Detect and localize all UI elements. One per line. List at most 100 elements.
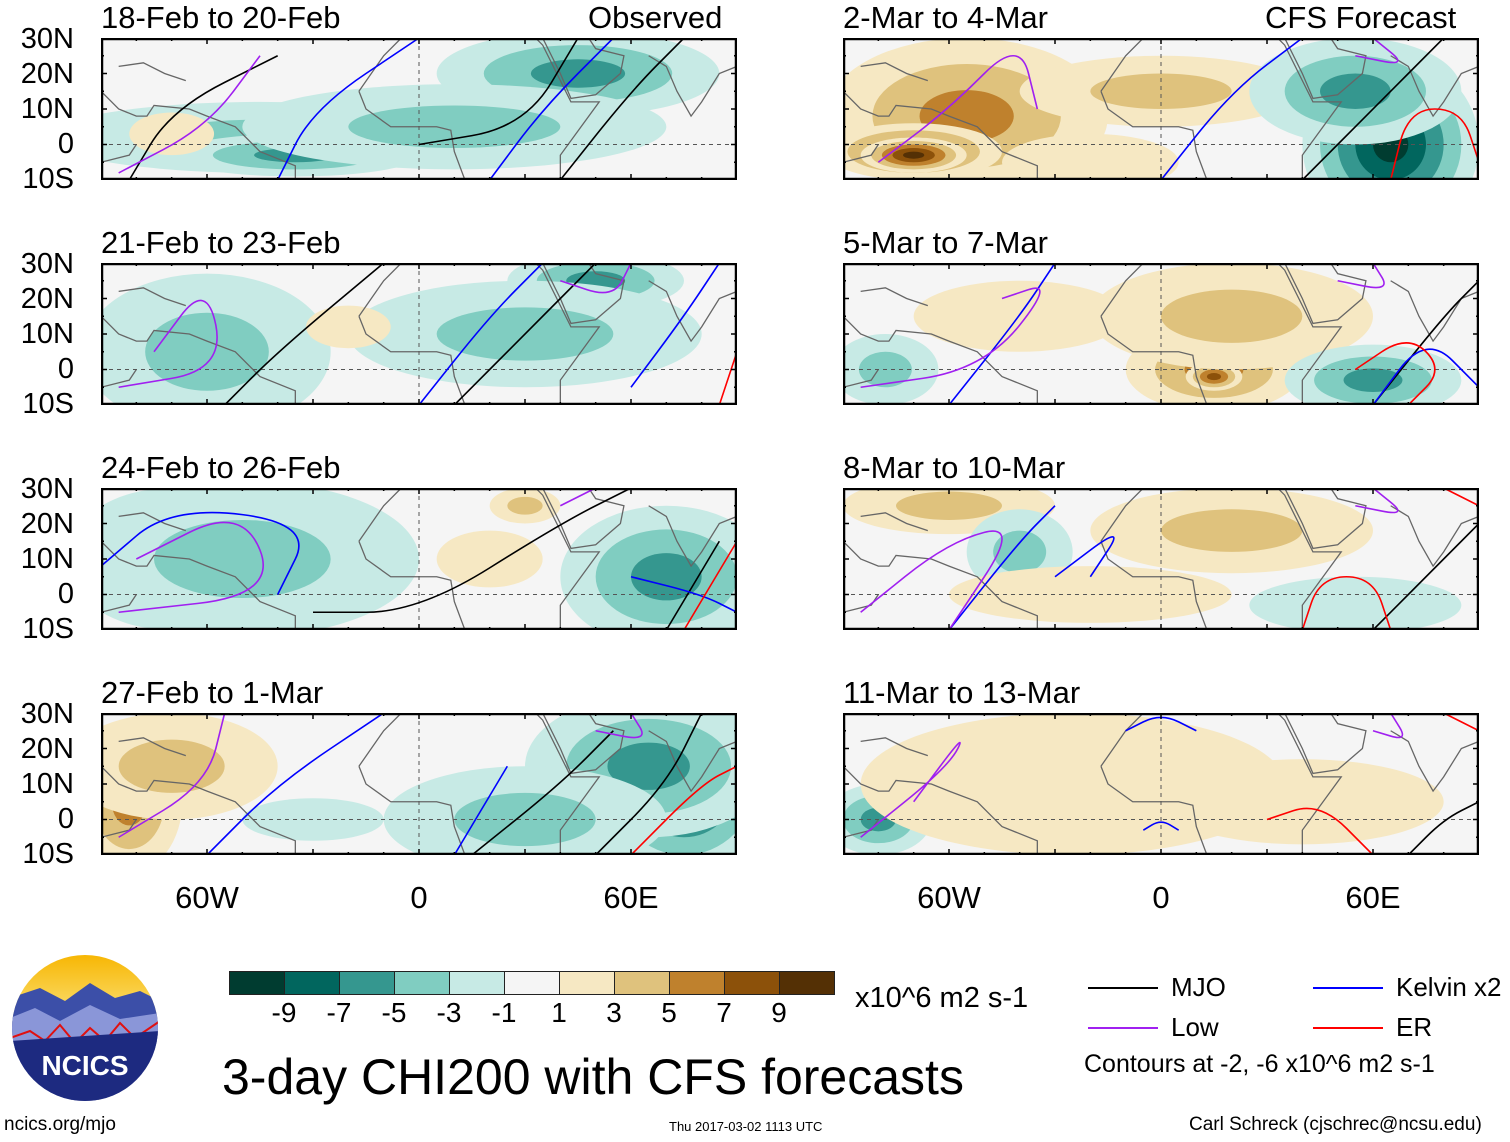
lat-tick-label: 0 xyxy=(57,353,74,385)
legend-line-swatch xyxy=(1088,987,1158,989)
anomaly-contour-fill xyxy=(348,105,561,149)
column-label-observed: Observed xyxy=(588,0,723,35)
coastline xyxy=(118,62,187,82)
anomaly-contour-fill xyxy=(1161,289,1303,343)
er-contour xyxy=(630,765,737,855)
logo-text: NCICS xyxy=(41,1050,128,1081)
coastline xyxy=(1284,713,1367,775)
coastline xyxy=(101,144,137,163)
lat-tick-label: 10S xyxy=(22,613,74,645)
legend-label: Low xyxy=(1171,1012,1219,1042)
legend-label: Kelvin x2 xyxy=(1396,972,1502,1002)
anomaly-contour-fill xyxy=(607,742,690,790)
anomaly-contour-fill xyxy=(118,739,225,793)
low-contour xyxy=(860,530,1003,630)
legend-line-swatch xyxy=(1088,1027,1158,1029)
panel-title: 11-Mar to 13-Mar xyxy=(843,675,1081,710)
mjo-contour xyxy=(1301,38,1445,180)
low-contour xyxy=(118,55,261,174)
coastline xyxy=(860,62,929,82)
kelvin-contour xyxy=(418,263,544,405)
coastline xyxy=(542,713,625,775)
mjo-contour xyxy=(128,55,279,180)
kelvin-contour xyxy=(489,38,614,180)
lat-tick-label: 10N xyxy=(20,543,74,575)
coastline xyxy=(843,144,879,163)
coastline xyxy=(843,315,1038,405)
colorbar-swatch xyxy=(724,971,780,995)
coastline xyxy=(358,91,466,180)
coastline xyxy=(1100,91,1208,180)
low-contour xyxy=(560,263,632,294)
lat-tick-label: 10N xyxy=(20,768,74,800)
lat-tick-label: 10S xyxy=(22,163,74,195)
anomaly-contour-fill xyxy=(993,530,1047,574)
lat-tick-label: 20N xyxy=(20,733,74,765)
lon-tick-label: 0 xyxy=(410,880,428,915)
coastline xyxy=(648,280,737,343)
main-title: 3-day CHI200 with CFS forecasts xyxy=(222,1049,964,1105)
coastline xyxy=(1390,55,1479,118)
mjo-contour xyxy=(559,38,685,180)
coastline xyxy=(1390,505,1479,568)
coastline xyxy=(101,540,296,630)
anomaly-contour-fill xyxy=(242,798,384,841)
colorbar-label: 5 xyxy=(661,997,677,1028)
coastline xyxy=(860,287,929,307)
anomaly-contour-fill xyxy=(1002,133,1179,180)
lat-tick-label: 20N xyxy=(20,283,74,315)
anomaly-contour-fill xyxy=(507,496,543,515)
er-contour xyxy=(1389,108,1479,180)
source-url[interactable]: ncics.org/mjo xyxy=(4,1114,116,1135)
low-contour xyxy=(118,713,226,838)
anomaly-contour-fill xyxy=(903,151,925,159)
kelvin-contour xyxy=(276,38,420,180)
colorbar-swatch xyxy=(394,971,450,995)
colorbar-label: -9 xyxy=(271,997,297,1028)
colorbar-label: 3 xyxy=(606,997,622,1028)
lon-tick-label: 60E xyxy=(1345,880,1401,915)
mjo-contour xyxy=(313,488,632,614)
coastline xyxy=(358,316,466,405)
lat-tick-label: 20N xyxy=(20,508,74,540)
coastline xyxy=(101,594,137,613)
colorbar-swatch xyxy=(614,971,670,995)
coastline xyxy=(1100,766,1208,855)
mjo-contour xyxy=(453,263,597,405)
colorbar-swatch xyxy=(284,971,340,995)
map-panel xyxy=(101,38,737,180)
kelvin-contour xyxy=(1372,348,1479,405)
map-panel xyxy=(101,488,737,630)
lat-tick-label: 30N xyxy=(20,698,74,730)
anomaly-contour-fill xyxy=(1161,759,1444,845)
coastline xyxy=(542,488,625,550)
coastline xyxy=(101,765,296,855)
lat-tick-label: 0 xyxy=(57,578,74,610)
map-panel xyxy=(101,263,737,405)
coastline xyxy=(648,730,737,793)
map-panel xyxy=(101,713,737,855)
author-credit: Carl Schreck (cjschrec@ncsu.edu) xyxy=(1189,1114,1482,1135)
colorbar-label: 1 xyxy=(551,997,567,1028)
coastline xyxy=(648,505,737,568)
coastline xyxy=(358,766,466,855)
low-contour xyxy=(118,299,218,389)
low-contour xyxy=(877,55,1039,163)
map-panel xyxy=(843,38,1479,180)
lat-tick-label: 10S xyxy=(22,838,74,870)
low-contour xyxy=(860,741,961,838)
kelvin-contour xyxy=(1054,536,1115,578)
colorbar-label: -1 xyxy=(491,997,517,1028)
coastline xyxy=(101,315,296,405)
panel-title: 8-Mar to 10-Mar xyxy=(843,450,1066,485)
legend-label: MJO xyxy=(1171,972,1226,1002)
panel-title: 18-Feb to 20-Feb xyxy=(101,0,341,35)
colorbar-units: x10^6 m2 s-1 xyxy=(855,982,1029,1014)
coastline xyxy=(101,90,296,180)
coastline xyxy=(118,287,187,307)
kelvin-contour xyxy=(630,575,737,613)
coastline xyxy=(1284,488,1367,550)
coastline xyxy=(542,38,625,100)
colorbar-swatch xyxy=(559,971,615,995)
